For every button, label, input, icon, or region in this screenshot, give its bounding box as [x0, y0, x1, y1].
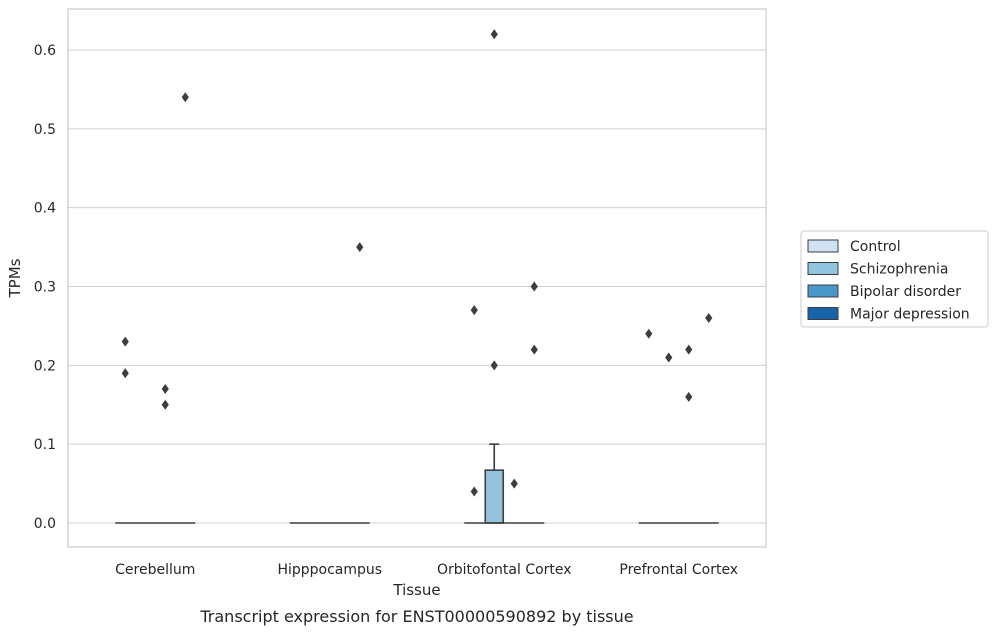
box-layer — [115, 443, 719, 524]
outlier-point — [470, 486, 478, 497]
x-tick-label: Orbitofontal Cortex — [437, 562, 572, 578]
y-tick-label: 0.2 — [34, 358, 56, 374]
legend-swatch-bipolar-disorder — [807, 284, 839, 298]
x-tick-label: Hipppocampus — [277, 562, 382, 578]
outlier-point — [665, 352, 673, 363]
y-tick-label: 0.4 — [34, 201, 56, 217]
outlier-point — [356, 242, 364, 253]
y-tick-label: 0.0 — [34, 516, 56, 532]
outlier-point — [705, 313, 713, 324]
outlier-point — [161, 383, 169, 394]
outlier-point — [530, 281, 538, 292]
y-tick-label: 0.6 — [34, 43, 56, 59]
outlier-point — [121, 368, 129, 379]
outlier-point — [685, 391, 693, 402]
outlier-point — [510, 478, 518, 489]
outlier-point — [181, 92, 189, 103]
x-tick-labels: Cerebellum Hipppocampus Orbitofontal Corte… — [115, 562, 738, 578]
outlier-point — [530, 344, 538, 355]
outlier-layer — [121, 29, 713, 497]
outlier-point — [490, 29, 498, 40]
outlier-point — [470, 305, 478, 316]
plot-frame — [67, 8, 767, 548]
legend-frame — [800, 230, 989, 328]
y-tick-label: 0.1 — [34, 437, 56, 453]
legend: Control Schizophrenia Bipolar disorder Majo… — [800, 230, 989, 328]
outlier-point — [645, 328, 653, 339]
y-tick-label: 0.5 — [34, 122, 56, 138]
x-tick-label: Cerebellum — [115, 562, 195, 578]
legend-label-schizophrenia: Schizophrenia — [850, 262, 948, 278]
y-tick-label: 0.3 — [34, 280, 56, 296]
legend-swatch-control — [807, 239, 839, 253]
box-schizophrenia-2 — [484, 443, 505, 524]
outlier-point — [685, 344, 693, 355]
outlier-point — [121, 336, 129, 347]
legend-label-major-depression: Major depression — [850, 307, 970, 323]
legend-swatch-schizophrenia — [807, 262, 839, 275]
x-axis-label: Tissue — [392, 581, 440, 599]
legend-label-bipolar-disorder: Bipolar disorder — [850, 284, 961, 300]
outlier-point — [490, 360, 498, 371]
grid-layer — [68, 49, 766, 524]
legend-swatch-major-depression — [807, 307, 839, 320]
legend-label-control: Control — [850, 239, 901, 255]
y-tick-labels: 0.0 0.1 0.2 0.3 0.4 0.5 0.6 — [34, 43, 56, 532]
x-tick-label: Prefrontal Cortex — [619, 562, 738, 578]
box-body — [484, 469, 505, 524]
chart-caption: Transcript expression for ENST0000059089… — [199, 607, 633, 626]
outlier-point — [161, 399, 169, 410]
y-axis-label: TPMs — [6, 258, 24, 298]
